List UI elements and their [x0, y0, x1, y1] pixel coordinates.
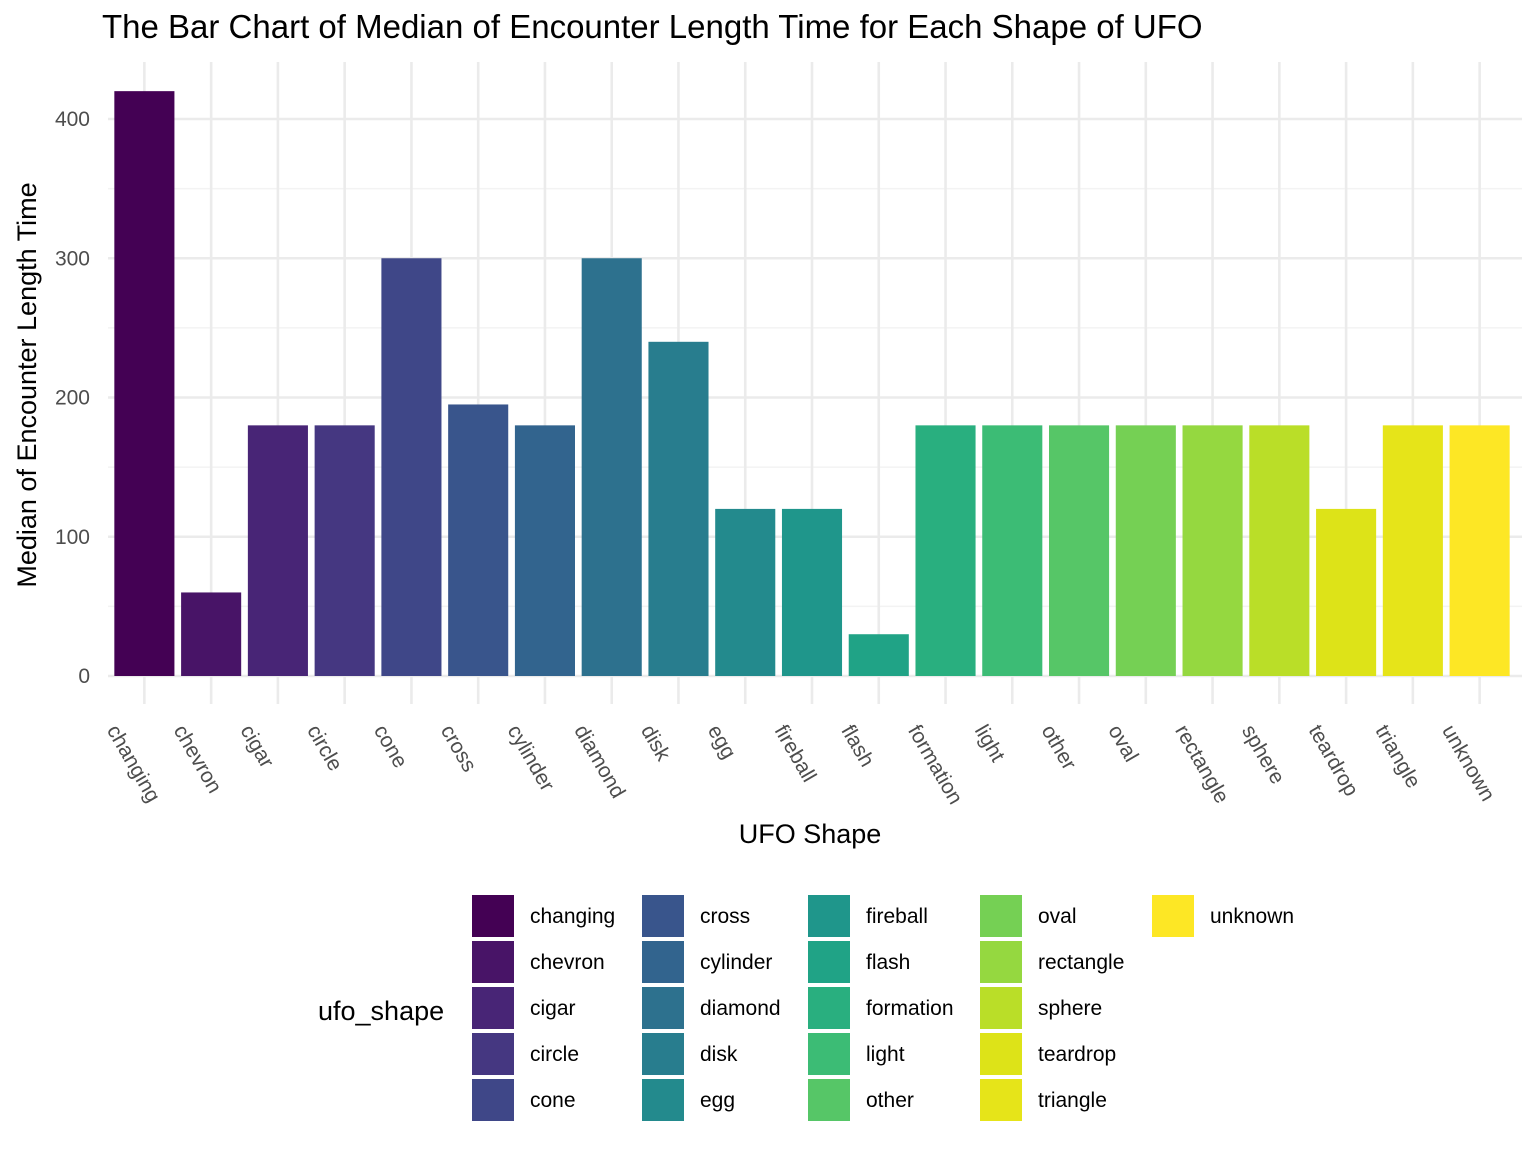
legend-label-cigar: cigar: [530, 997, 576, 1020]
legend-label-triangle: triangle: [1038, 1089, 1107, 1112]
x-tick-label: disk: [636, 721, 675, 765]
legend-swatch-flash: [808, 941, 850, 983]
legend-label-light: light: [866, 1043, 905, 1066]
legend-label-diamond: diamond: [700, 997, 781, 1020]
bar-sphere: [1249, 425, 1310, 676]
x-tick-label: cylinder: [503, 721, 559, 795]
x-tick-label: diamond: [569, 721, 629, 802]
legend-swatch-unknown: [1152, 895, 1194, 937]
legend-label-cross: cross: [700, 905, 750, 928]
legend-swatch-cross: [642, 895, 684, 937]
y-tick-label: 300: [55, 247, 90, 270]
legend-label-circle: circle: [530, 1043, 579, 1066]
legend-label-other: other: [866, 1089, 914, 1112]
legend-swatch-formation: [808, 987, 850, 1029]
bar-cigar: [247, 425, 308, 676]
x-tick-label: changing: [102, 721, 165, 806]
x-tick-label: cigar: [236, 721, 279, 772]
legend-label-unknown: unknown: [1210, 905, 1294, 928]
y-tick-label: 200: [55, 387, 90, 410]
bar-light: [982, 425, 1043, 676]
legend-swatch-triangle: [980, 1079, 1022, 1121]
bar-egg: [715, 508, 776, 676]
x-tick-label: cross: [436, 721, 481, 776]
legend-label-sphere: sphere: [1038, 997, 1102, 1020]
y-axis-title: Median of Encounter Length Time: [12, 182, 42, 587]
legend-label-rectangle: rectangle: [1038, 951, 1124, 974]
x-tick-label: fireball: [770, 721, 821, 786]
legend-swatch-sphere: [980, 987, 1022, 1029]
legend-swatch-egg: [642, 1079, 684, 1121]
x-tick-label: cone: [369, 721, 412, 772]
x-tick-label: triangle: [1371, 721, 1425, 792]
legend-label-teardrop: teardrop: [1038, 1043, 1116, 1066]
bar-other: [1049, 425, 1110, 676]
legend-label-chevron: chevron: [530, 951, 605, 974]
bar-fireball: [781, 508, 843, 676]
bar-disk: [648, 341, 709, 676]
legend-swatch-cigar: [472, 987, 514, 1029]
legend-title: ufo_shape: [318, 996, 444, 1026]
legend-label-changing: changing: [530, 905, 615, 928]
legend-label-cone: cone: [530, 1089, 576, 1112]
x-tick-label: formation: [903, 721, 967, 808]
bar-diamond: [581, 258, 642, 676]
legend-swatch-disk: [642, 1033, 684, 1075]
bar-cylinder: [514, 425, 575, 676]
legend-swatch-cone: [472, 1079, 514, 1121]
bar-chevron: [181, 592, 242, 676]
legend-swatch-fireball: [808, 895, 850, 937]
legend-label-egg: egg: [700, 1089, 735, 1112]
bar-oval: [1115, 425, 1176, 676]
bar-circle: [314, 425, 375, 676]
bar-cross: [448, 404, 509, 676]
bar-flash: [848, 634, 909, 676]
legend-swatch-rectangle: [980, 941, 1022, 983]
bar-unknown: [1449, 425, 1510, 676]
chart-title: The Bar Chart of Median of Encounter Len…: [102, 8, 1203, 45]
legend-label-disk: disk: [700, 1043, 738, 1066]
x-axis-ticks: changing chevron cigar circle cone cross cylin…: [102, 721, 1499, 808]
y-tick-label: 400: [55, 108, 90, 131]
bar-cone: [381, 258, 442, 676]
x-tick-label: egg: [703, 721, 740, 763]
legend: ufo_shape changing chevron cigar circle cone…: [318, 895, 1294, 1121]
legend-swatch-light: [808, 1033, 850, 1075]
y-tick-label: 100: [55, 526, 90, 549]
legend-swatch-changing: [472, 895, 514, 937]
bar-rectangle: [1182, 425, 1243, 676]
bar-teardrop: [1316, 508, 1377, 676]
legend-label-cylinder: cylinder: [700, 951, 772, 974]
x-tick-label: flash: [836, 721, 878, 771]
x-tick-label: chevron: [169, 721, 226, 797]
legend-swatch-circle: [472, 1033, 514, 1075]
x-tick-label: teardrop: [1304, 721, 1363, 800]
legend-swatch-oval: [980, 895, 1022, 937]
legend-swatch-other: [808, 1079, 850, 1121]
x-tick-label: unknown: [1437, 721, 1499, 805]
legend-swatch-teardrop: [980, 1033, 1022, 1075]
y-tick-label: 0: [78, 665, 90, 688]
legend-swatch-cylinder: [642, 941, 684, 983]
legend-label-fireball: fireball: [866, 905, 928, 928]
legend-label-flash: flash: [866, 951, 910, 974]
x-tick-label: circle: [302, 721, 346, 775]
x-axis-title: UFO Shape: [739, 819, 882, 849]
y-axis-ticks: 0 100 200 300 400: [55, 108, 90, 688]
bars: [114, 91, 1510, 676]
x-tick-label: sphere: [1237, 721, 1289, 788]
x-tick-label: light: [970, 721, 1009, 766]
legend-label-formation: formation: [866, 997, 954, 1020]
legend-label-oval: oval: [1038, 905, 1077, 928]
x-tick-label: other: [1037, 721, 1081, 774]
legend-swatch-diamond: [642, 987, 684, 1029]
x-tick-label: rectangle: [1170, 721, 1233, 807]
bar-triangle: [1382, 425, 1443, 676]
bar-changing: [114, 91, 175, 676]
x-tick-label: oval: [1103, 721, 1142, 766]
bar-formation: [915, 425, 976, 676]
legend-swatch-chevron: [472, 941, 514, 983]
